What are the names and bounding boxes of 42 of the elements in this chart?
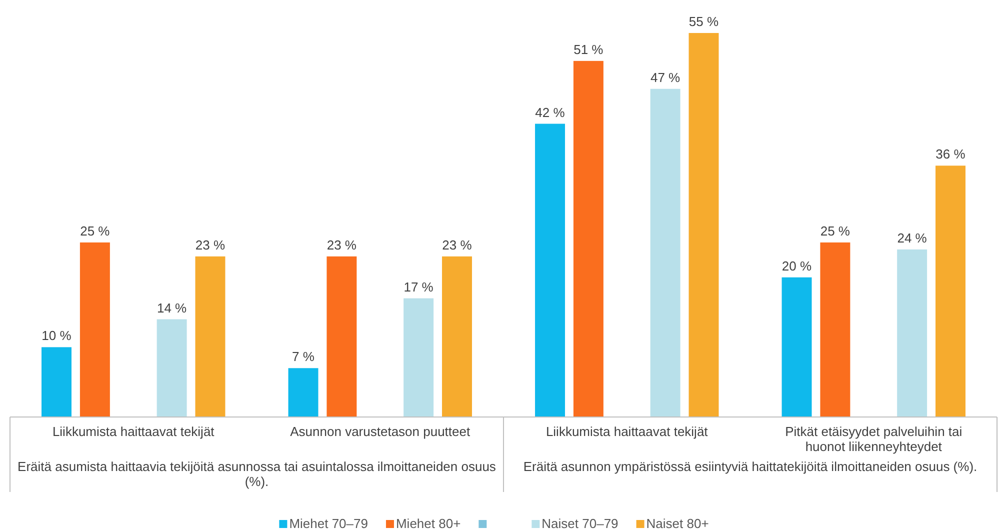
bar (156, 319, 187, 417)
data-label: 23 % (195, 237, 226, 252)
data-label: 23 % (442, 237, 472, 252)
bar (326, 256, 357, 417)
bar (688, 33, 719, 417)
data-label: 36 % (936, 146, 966, 162)
data-label: 7 % (292, 349, 315, 364)
bar (573, 60, 604, 417)
bar (897, 249, 928, 417)
data-label: 25 % (820, 223, 850, 238)
bar (80, 242, 110, 417)
data-label: 47 % (650, 70, 681, 85)
x-tick-label: Liikkumista haittaavat tekijät (52, 424, 215, 439)
bar (288, 368, 318, 417)
data-label: 25 % (80, 223, 110, 238)
bar (782, 277, 812, 417)
data-label: 14 % (156, 300, 188, 316)
data-label: 51 % (574, 42, 604, 57)
bar (535, 124, 565, 417)
bar (195, 256, 226, 417)
bar (42, 347, 72, 417)
data-label: 42 % (535, 104, 566, 120)
data-label: 20 % (782, 258, 812, 274)
legend-label: Naiset 70–79 (542, 516, 618, 531)
data-label: 55 % (688, 14, 719, 29)
data-label: 10 % (42, 328, 72, 344)
text: Eräitä asunnon ympäristössä esiintyviä haittatekijöitä ilmoittaneiden osuus (%). (523, 459, 978, 474)
x-tick-label: Liikkumista haittaavat tekijät (546, 424, 708, 439)
bar (936, 166, 966, 417)
bar (442, 256, 472, 417)
legend-label: Naiset 80+ (646, 516, 709, 531)
bar (404, 298, 434, 417)
bar (820, 242, 850, 417)
data-label: 24 % (897, 230, 928, 246)
legend-label: Miehet 80+ (396, 516, 461, 531)
legend-label: Miehet 70–79 (289, 516, 368, 531)
x-tick-label: Asunnon varustetason puutteet (290, 424, 470, 439)
data-label: 17 % (404, 279, 434, 294)
bar (650, 88, 680, 417)
data-label: 23 % (326, 237, 357, 252)
x-tick-label: Pitkät etäisyydet palveluihin tai huonot liikenneyhteydet (785, 424, 962, 454)
text: Eräitä asumista haittaavia tekijöitä asunnossa tai asuintalossa ilmoittaneiden osuus (%). (18, 459, 496, 489)
